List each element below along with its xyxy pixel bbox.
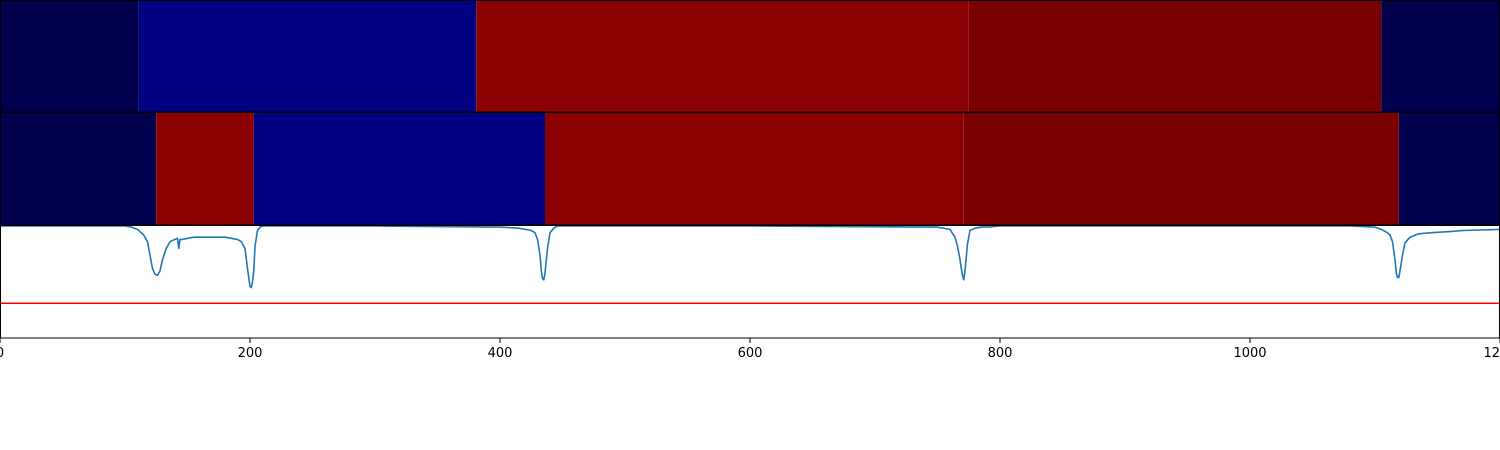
x-tick-label-400: 400 [488,346,513,361]
segment-2-1 [0,113,157,225]
segment-row-2 [0,112,1500,226]
segment-2-6 [1398,113,1500,225]
x-tick-label-1200: 1200 [1483,346,1500,361]
segment-1-3 [476,1,969,112]
panel-frame-3 [0,225,1500,339]
x-tick-label-800: 800 [988,346,1013,361]
x-tick-label-600: 600 [738,346,763,361]
segment-2-4 [545,113,964,225]
x-tick-label-1000: 1000 [1233,346,1266,361]
segment-row-1 [0,0,1500,113]
x-tick-label-200: 200 [238,346,263,361]
segment-2-2 [156,113,254,225]
signal-line [0,225,1500,289]
line-panel [0,225,1500,339]
segment-1-5 [1381,1,1500,112]
segment-2-3 [253,113,545,225]
segment-2-5 [963,113,1399,225]
segment-1-4 [968,1,1382,112]
x-axis: 0 200 400 600 800 1000 1200 [0,338,1500,361]
x-tick-label-0: 0 [0,346,4,361]
segment-1-2 [138,1,477,112]
segment-1-1 [0,1,139,112]
